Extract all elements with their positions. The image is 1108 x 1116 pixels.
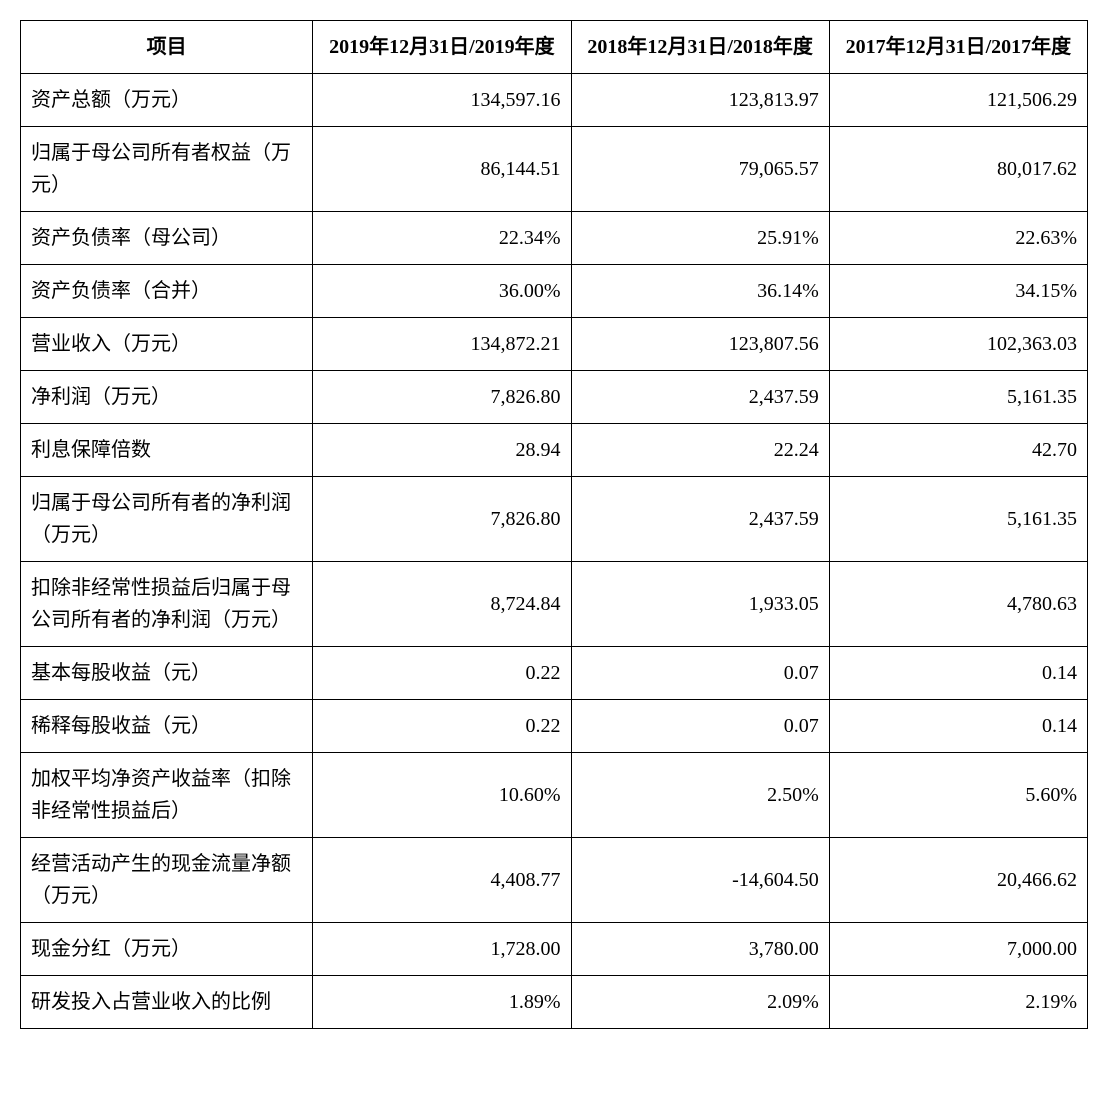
row-value: 5,161.35 [829,477,1087,562]
row-value: 1.89% [313,976,571,1029]
row-label: 营业收入（万元） [21,318,313,371]
row-value: 0.22 [313,700,571,753]
table-row: 稀释每股收益（元）0.220.070.14 [21,700,1088,753]
row-label: 现金分红（万元） [21,923,313,976]
table-row: 利息保障倍数28.9422.2442.70 [21,424,1088,477]
row-value: 22.24 [571,424,829,477]
row-label: 资产负债率（合并） [21,265,313,318]
row-value: 7,826.80 [313,371,571,424]
row-label: 资产总额（万元） [21,74,313,127]
row-value: 20,466.62 [829,838,1087,923]
row-value: 1,933.05 [571,562,829,647]
col-header-2017: 2017年12月31日/2017年度 [829,21,1087,74]
row-value: -14,604.50 [571,838,829,923]
table-header-row: 项目 2019年12月31日/2019年度 2018年12月31日/2018年度… [21,21,1088,74]
row-label: 研发投入占营业收入的比例 [21,976,313,1029]
row-label: 扣除非经常性损益后归属于母公司所有者的净利润（万元） [21,562,313,647]
row-value: 134,597.16 [313,74,571,127]
row-value: 79,065.57 [571,127,829,212]
row-value: 10.60% [313,753,571,838]
row-value: 0.22 [313,647,571,700]
row-value: 2.50% [571,753,829,838]
row-value: 22.34% [313,212,571,265]
table-row: 资产负债率（母公司）22.34%25.91%22.63% [21,212,1088,265]
table-row: 加权平均净资产收益率（扣除非经常性损益后）10.60%2.50%5.60% [21,753,1088,838]
row-value: 36.00% [313,265,571,318]
row-value: 34.15% [829,265,1087,318]
table-row: 扣除非经常性损益后归属于母公司所有者的净利润（万元）8,724.841,933.… [21,562,1088,647]
row-value: 5.60% [829,753,1087,838]
row-value: 0.14 [829,647,1087,700]
table-row: 研发投入占营业收入的比例1.89%2.09%2.19% [21,976,1088,1029]
row-value: 80,017.62 [829,127,1087,212]
table-row: 营业收入（万元）134,872.21123,807.56102,363.03 [21,318,1088,371]
row-value: 7,826.80 [313,477,571,562]
col-header-2018: 2018年12月31日/2018年度 [571,21,829,74]
row-value: 2,437.59 [571,477,829,562]
row-value: 1,728.00 [313,923,571,976]
row-value: 8,724.84 [313,562,571,647]
row-value: 36.14% [571,265,829,318]
row-value: 123,807.56 [571,318,829,371]
row-value: 3,780.00 [571,923,829,976]
row-value: 2,437.59 [571,371,829,424]
row-label: 归属于母公司所有者的净利润（万元） [21,477,313,562]
table-row: 资产总额（万元）134,597.16123,813.97121,506.29 [21,74,1088,127]
row-value: 25.91% [571,212,829,265]
row-value: 2.09% [571,976,829,1029]
row-label: 经营活动产生的现金流量净额（万元） [21,838,313,923]
row-value: 2.19% [829,976,1087,1029]
row-label: 稀释每股收益（元） [21,700,313,753]
row-label: 资产负债率（母公司） [21,212,313,265]
table-row: 归属于母公司所有者权益（万元）86,144.5179,065.5780,017.… [21,127,1088,212]
table-row: 净利润（万元）7,826.802,437.595,161.35 [21,371,1088,424]
row-label: 净利润（万元） [21,371,313,424]
table-body: 资产总额（万元）134,597.16123,813.97121,506.29归属… [21,74,1088,1029]
row-label: 利息保障倍数 [21,424,313,477]
row-value: 7,000.00 [829,923,1087,976]
row-value: 86,144.51 [313,127,571,212]
row-value: 28.94 [313,424,571,477]
row-value: 5,161.35 [829,371,1087,424]
row-value: 42.70 [829,424,1087,477]
col-header-item: 项目 [21,21,313,74]
col-header-2019: 2019年12月31日/2019年度 [313,21,571,74]
row-value: 0.07 [571,700,829,753]
row-value: 4,780.63 [829,562,1087,647]
row-label: 归属于母公司所有者权益（万元） [21,127,313,212]
row-value: 121,506.29 [829,74,1087,127]
row-value: 22.63% [829,212,1087,265]
row-value: 0.07 [571,647,829,700]
table-row: 资产负债率（合并）36.00%36.14%34.15% [21,265,1088,318]
row-value: 134,872.21 [313,318,571,371]
table-row: 经营活动产生的现金流量净额（万元）4,408.77-14,604.5020,46… [21,838,1088,923]
row-value: 123,813.97 [571,74,829,127]
row-label: 加权平均净资产收益率（扣除非经常性损益后） [21,753,313,838]
row-value: 4,408.77 [313,838,571,923]
table-row: 基本每股收益（元）0.220.070.14 [21,647,1088,700]
table-row: 归属于母公司所有者的净利润（万元）7,826.802,437.595,161.3… [21,477,1088,562]
row-label: 基本每股收益（元） [21,647,313,700]
row-value: 0.14 [829,700,1087,753]
table-row: 现金分红（万元）1,728.003,780.007,000.00 [21,923,1088,976]
row-value: 102,363.03 [829,318,1087,371]
financial-table: 项目 2019年12月31日/2019年度 2018年12月31日/2018年度… [20,20,1088,1029]
